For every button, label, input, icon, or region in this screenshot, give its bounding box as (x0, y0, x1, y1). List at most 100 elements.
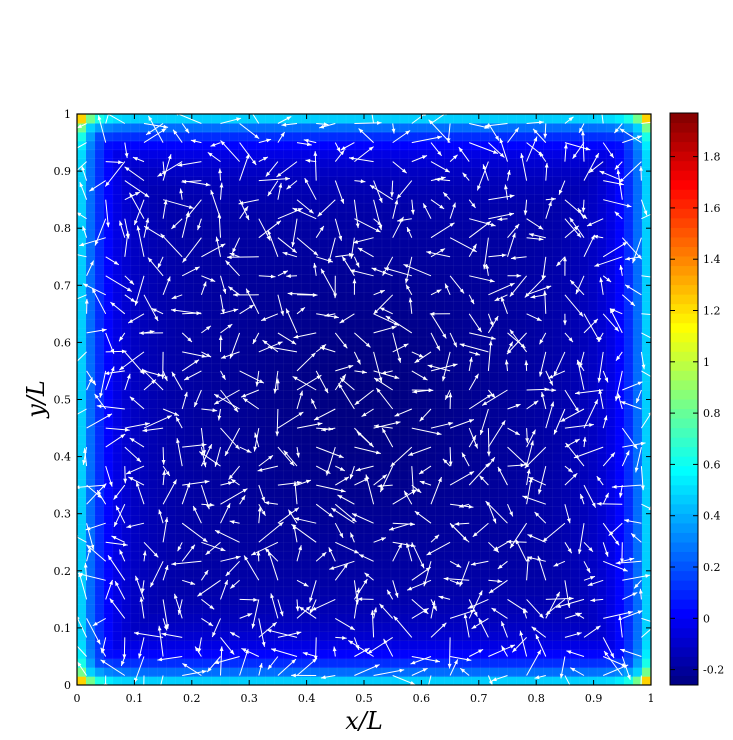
heatmap-cell (283, 658, 293, 668)
heatmap-cell (229, 667, 240, 677)
heatmap-cell (77, 533, 87, 543)
heatmap-cell (453, 131, 464, 142)
heatmap-cell (570, 524, 580, 534)
heatmap-cell (346, 140, 356, 151)
vector-field (77, 114, 651, 685)
heatmap-cell (184, 328, 195, 338)
heatmap-cell (489, 176, 500, 186)
heatmap-cell (426, 577, 437, 588)
heatmap-cell (175, 551, 186, 561)
heatmap-cell (256, 515, 266, 525)
heatmap-cell (346, 292, 356, 302)
heatmap-cell (507, 577, 518, 588)
heatmap-cell (633, 479, 643, 490)
heatmap-cell (390, 256, 401, 267)
heatmap-cell (561, 453, 571, 463)
vector-arrow (124, 180, 150, 198)
heatmap-cell (229, 399, 240, 410)
heatmap-cell (444, 203, 455, 213)
vector-arrow (162, 199, 194, 209)
heatmap-cell (301, 453, 311, 463)
heatmap-cell (166, 301, 177, 311)
heatmap-cell (301, 488, 311, 499)
heatmap-cell (606, 426, 616, 436)
heatmap-cell (426, 479, 437, 490)
heatmap-cell (292, 381, 302, 392)
heatmap-cell (292, 435, 302, 445)
heatmap-cell (489, 417, 500, 427)
heatmap-cell (417, 658, 428, 668)
heatmap-cell (561, 337, 571, 347)
heatmap-cell (283, 131, 293, 142)
heatmap-cell (247, 453, 257, 463)
heatmap-cell (534, 194, 544, 204)
heatmap-cell (561, 194, 571, 204)
heatmap-cell (157, 640, 168, 650)
heatmap-cell (77, 274, 87, 285)
vector-arrow (379, 307, 393, 315)
heatmap-cell (103, 435, 114, 445)
heatmap-cell (319, 453, 329, 463)
heatmap-cell (453, 122, 464, 133)
vector-arrow (449, 202, 456, 219)
vector-arrow (526, 218, 544, 230)
heatmap-cell (148, 649, 159, 659)
heatmap-cell (265, 247, 275, 258)
heatmap-cell (193, 435, 204, 445)
heatmap-cell (211, 586, 222, 597)
heatmap-cell (77, 114, 87, 124)
heatmap-cell (292, 533, 302, 543)
heatmap-cell (579, 229, 589, 240)
vector-arrow (96, 489, 107, 505)
heatmap-cell (570, 399, 580, 410)
heatmap-cell (516, 577, 527, 588)
heatmap-cell (480, 229, 491, 240)
heatmap-cell (220, 408, 231, 418)
heatmap-cell (498, 658, 509, 668)
heatmap-cell (229, 131, 240, 142)
heatmap-cell (453, 328, 464, 338)
vector-arrow (105, 199, 110, 228)
heatmap-cell (435, 122, 446, 133)
heatmap-cell (390, 453, 401, 463)
heatmap-cell (642, 506, 651, 517)
heatmap-cell (175, 310, 186, 320)
heatmap-cell (372, 569, 383, 579)
heatmap-cell (184, 292, 195, 302)
heatmap-cell (220, 551, 231, 561)
vector-arrow (220, 555, 241, 562)
heatmap-cell (471, 256, 482, 267)
vector-arrow (335, 476, 350, 486)
heatmap-cell (633, 203, 643, 213)
heatmap-cell (238, 337, 249, 347)
heatmap-cell (525, 453, 536, 463)
heatmap-cell (184, 194, 195, 204)
vector-arrow (393, 615, 413, 638)
heatmap-cell (220, 667, 231, 677)
heatmap-cell (355, 399, 365, 410)
heatmap-cell (453, 274, 464, 285)
heatmap-cell (597, 176, 607, 186)
vector-arrow (487, 420, 506, 448)
heatmap-cell (175, 604, 186, 615)
heatmap-cell (534, 640, 544, 650)
heatmap-cell (202, 453, 213, 463)
heatmap-cell (633, 310, 643, 320)
heatmap-cell (274, 667, 284, 677)
vector-arrow (220, 323, 233, 334)
heatmap-cell (202, 399, 213, 410)
heatmap-cell (543, 569, 553, 579)
vector-arrow (82, 447, 88, 465)
heatmap-cell (211, 569, 222, 579)
heatmap-cell (346, 408, 356, 418)
heatmap-cell (310, 301, 320, 311)
heatmap-cell (103, 622, 114, 633)
heatmap-cell (444, 310, 455, 320)
heatmap-cell (328, 158, 338, 169)
heatmap-cell (642, 667, 651, 677)
heatmap-cell (399, 470, 410, 481)
vector-arrow (414, 510, 432, 524)
heatmap-cell (112, 256, 123, 267)
heatmap-cell (552, 461, 562, 472)
heatmap-cell (588, 569, 598, 579)
